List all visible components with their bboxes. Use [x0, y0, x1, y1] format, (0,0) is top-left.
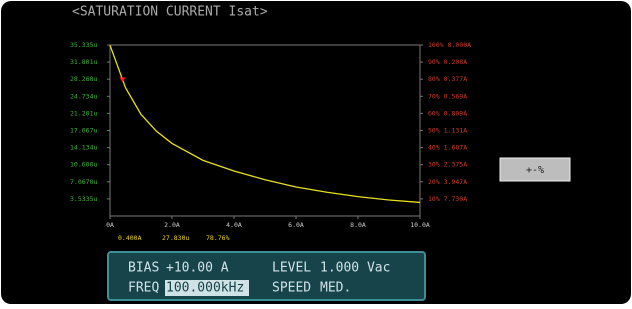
- y-tick-label: 28.268u: [70, 75, 97, 83]
- bias-value: +10.00 A: [166, 261, 229, 276]
- bias-label: BIAS: [128, 261, 159, 276]
- cursor-readout: 78.76%: [206, 234, 230, 242]
- button-label[interactable]: +-%: [526, 165, 544, 176]
- y-tick-label: 7.0670u: [70, 178, 97, 186]
- y2-tick-label: 20% 3.947A: [428, 178, 467, 186]
- y-tick-label: 24.734u: [70, 92, 97, 100]
- x-tick-label: 6.0A: [288, 221, 304, 229]
- cursor-readout: 0.400A: [118, 234, 142, 242]
- x-tick-label: 8.0A: [350, 221, 366, 229]
- screen-title: <SATURATION CURRENT Isat>: [72, 5, 268, 20]
- y-tick-label: 17.667u: [70, 127, 97, 135]
- screen: <SATURATION CURRENT Isat> +-% BIAS +10.0…: [0, 0, 632, 305]
- y2-tick-label: 80% 0.377A: [428, 75, 467, 83]
- y-tick-label: 31.801u: [70, 58, 97, 66]
- y2-tick-label: 100% 0.000A: [428, 41, 471, 49]
- y2-tick-label: 10% 7.730A: [428, 195, 467, 203]
- freq-label: FREQ: [128, 281, 159, 296]
- y-tick-label: 14.134u: [70, 144, 97, 152]
- y2-tick-label: 30% 2.375A: [428, 161, 467, 169]
- x-tick-label: 10.0A: [410, 221, 430, 229]
- speed-label: SPEED: [272, 281, 311, 296]
- x-tick-label: 2.0A: [164, 221, 180, 229]
- x-tick-label: 0A: [106, 221, 114, 229]
- speed-value: MED.: [320, 281, 351, 296]
- level-value: 1.000 Vac: [320, 261, 390, 276]
- y-tick-label: 10.600u: [70, 161, 97, 169]
- y2-tick-label: 40% 1.607A: [428, 144, 467, 152]
- y-tick-label: 21.201u: [70, 109, 97, 117]
- x-tick-label: 4.0A: [226, 221, 242, 229]
- y-tick-label: 3.5335u: [70, 195, 97, 203]
- y2-tick-label: 90% 0.208A: [428, 58, 467, 66]
- y2-tick-label: 70% 0.569A: [428, 92, 467, 100]
- y-tick-label: 35.335u: [70, 41, 97, 49]
- freq-value[interactable]: 100.000kHz: [166, 281, 244, 296]
- y2-tick-label: 50% 1.131A: [428, 127, 467, 135]
- cursor-readout: 27.830u: [162, 234, 189, 242]
- level-label: LEVEL: [272, 261, 311, 276]
- y2-tick-label: 60% 0.809A: [428, 109, 467, 117]
